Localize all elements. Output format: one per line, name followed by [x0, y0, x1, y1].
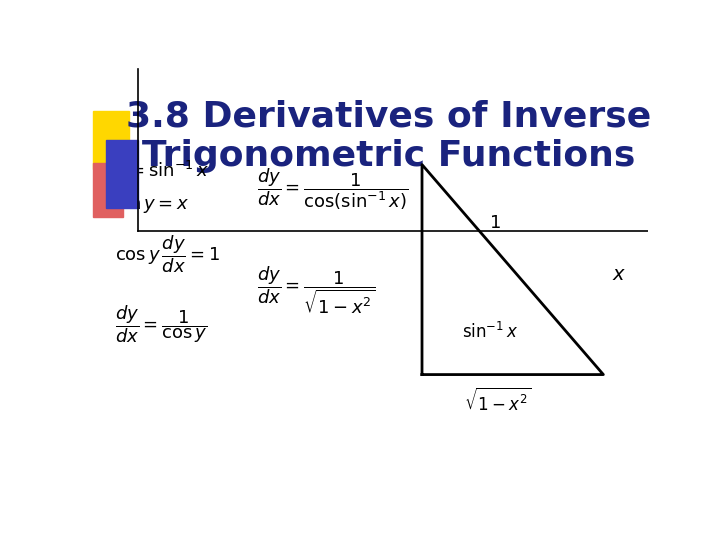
Text: $\dfrac{dy}{dx} = \dfrac{1}{\cos y}$: $\dfrac{dy}{dx} = \dfrac{1}{\cos y}$: [115, 304, 207, 346]
Text: $\dfrac{dy}{dx} = \dfrac{1}{\cos(\sin^{-1} x)}$: $\dfrac{dy}{dx} = \dfrac{1}{\cos(\sin^{-…: [258, 167, 409, 212]
Text: $\sin^{-1} x$: $\sin^{-1} x$: [462, 322, 519, 342]
Text: $x$: $x$: [612, 265, 626, 284]
Bar: [106, 140, 138, 208]
Text: $\cos y \,\dfrac{dy}{dx} = 1$: $\cos y \,\dfrac{dy}{dx} = 1$: [115, 233, 220, 275]
Text: $\dfrac{dy}{dx} = \dfrac{1}{\sqrt{1-x^2}}$: $\dfrac{dy}{dx} = \dfrac{1}{\sqrt{1-x^2}…: [258, 265, 376, 318]
Bar: [93, 111, 129, 168]
Bar: [93, 163, 124, 217]
Text: 3.8 Derivatives of Inverse: 3.8 Derivatives of Inverse: [126, 100, 651, 134]
Text: $1$: $1$: [489, 214, 500, 232]
Text: Trigonometric Functions: Trigonometric Functions: [142, 139, 635, 173]
Text: $\sqrt{1-x^2}$: $\sqrt{1-x^2}$: [464, 388, 531, 415]
Text: $\sin y = x$: $\sin y = x$: [115, 193, 189, 215]
Text: $y = \sin^{-1} x$: $y = \sin^{-1} x$: [115, 159, 209, 183]
